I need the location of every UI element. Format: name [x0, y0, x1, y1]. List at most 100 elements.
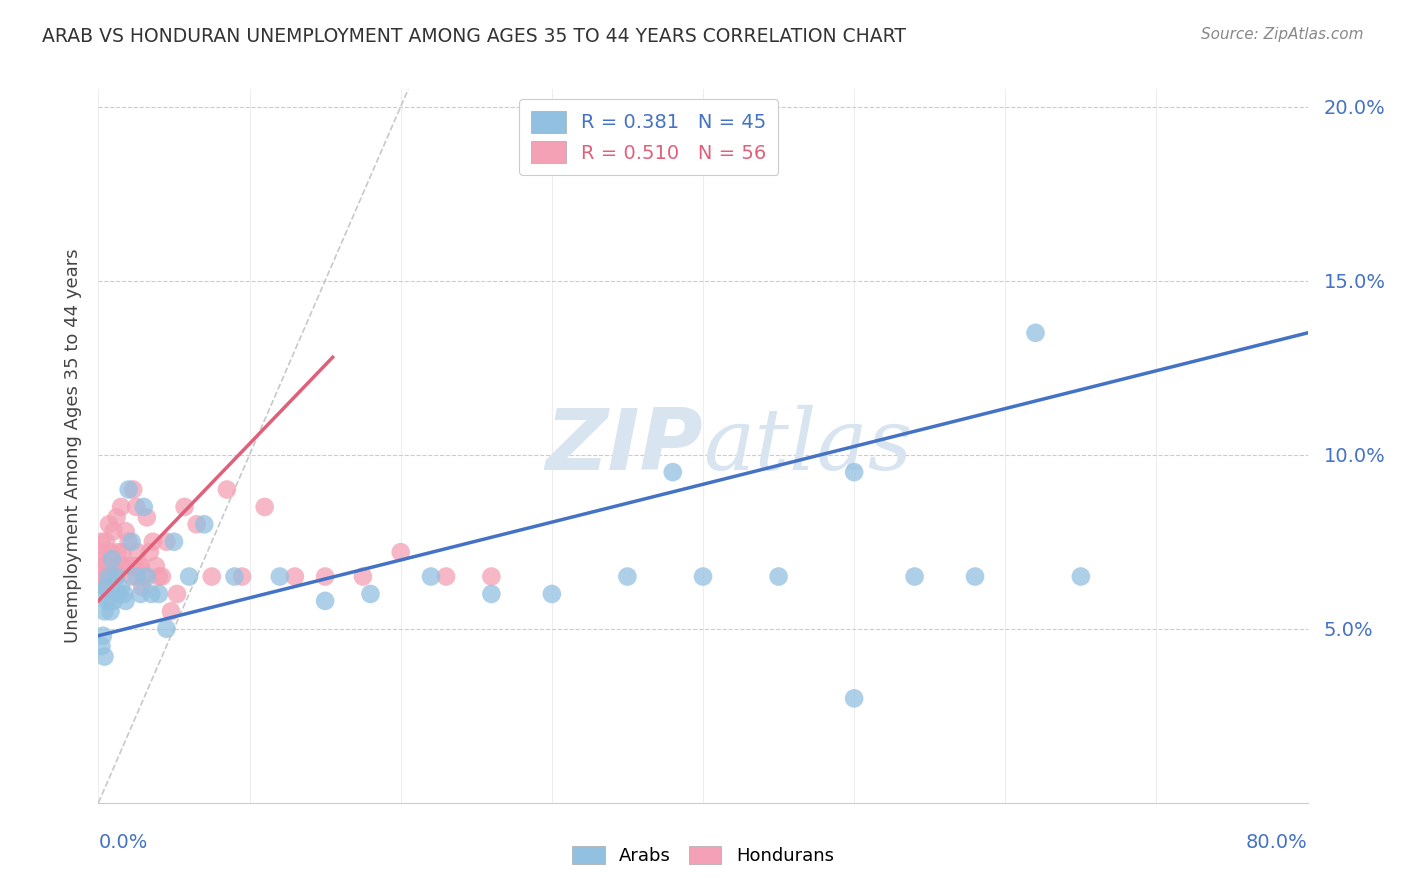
Point [145, 559, 167, 574]
Point [352, 569, 374, 583]
Y-axis label: Unemployment Among Ages 35 to 44 years: Unemployment Among Ages 35 to 44 years [63, 249, 82, 643]
Point [93, 649, 115, 664]
Point [166, 587, 188, 601]
Point [93, 580, 115, 594]
Point [107, 587, 129, 601]
Point [114, 594, 136, 608]
Point [1024, 326, 1046, 340]
Point [231, 569, 253, 583]
Point [90, 534, 112, 549]
Point [419, 569, 441, 583]
Text: 80.0%: 80.0% [1246, 833, 1308, 853]
Point [148, 587, 170, 601]
Point [284, 569, 307, 583]
Point [163, 534, 186, 549]
Point [481, 587, 503, 601]
Point [122, 483, 145, 497]
Point [177, 569, 201, 583]
Point [124, 559, 146, 574]
Text: 0.0%: 0.0% [98, 833, 148, 853]
Point [661, 465, 683, 479]
Point [135, 569, 157, 583]
Legend: Arabs, Hondurans: Arabs, Hondurans [565, 838, 841, 872]
Point [139, 545, 162, 559]
Point [141, 587, 163, 601]
Point [105, 510, 128, 524]
Point [127, 545, 149, 559]
Point [94, 569, 117, 583]
Point [112, 587, 135, 601]
Point [692, 569, 714, 583]
Point [540, 587, 562, 601]
Point [108, 559, 131, 574]
Point [96, 594, 118, 608]
Point [118, 534, 141, 549]
Point [115, 559, 138, 574]
Point [107, 545, 129, 559]
Point [90, 639, 112, 653]
Point [89, 559, 111, 574]
Point [844, 465, 866, 479]
Point [114, 524, 136, 539]
Point [768, 569, 790, 583]
Point [93, 559, 115, 574]
Point [93, 604, 115, 618]
Point [129, 559, 152, 574]
Point [125, 500, 148, 514]
Point [201, 569, 224, 583]
Point [142, 534, 165, 549]
Point [148, 569, 170, 583]
Point [90, 569, 112, 583]
Point [118, 483, 141, 497]
Point [132, 500, 155, 514]
Text: Source: ZipAtlas.com: Source: ZipAtlas.com [1201, 27, 1364, 42]
Point [121, 569, 143, 583]
Point [215, 483, 238, 497]
Point [132, 569, 155, 583]
Point [101, 552, 124, 566]
Point [103, 524, 125, 539]
Point [129, 587, 152, 601]
Point [186, 517, 208, 532]
Point [155, 534, 177, 549]
Point [844, 691, 866, 706]
Point [103, 594, 125, 608]
Point [94, 580, 117, 594]
Point [1070, 569, 1092, 583]
Text: ARAB VS HONDURAN UNEMPLOYMENT AMONG AGES 35 TO 44 YEARS CORRELATION CHART: ARAB VS HONDURAN UNEMPLOYMENT AMONG AGES… [42, 27, 907, 45]
Point [314, 594, 336, 608]
Point [120, 559, 142, 574]
Point [104, 569, 127, 583]
Point [96, 559, 118, 574]
Point [314, 569, 336, 583]
Point [96, 569, 118, 583]
Point [269, 569, 291, 583]
Point [135, 510, 157, 524]
Point [100, 604, 122, 618]
Point [389, 545, 412, 559]
Point [155, 622, 177, 636]
Point [616, 569, 638, 583]
Point [173, 500, 195, 514]
Point [131, 580, 153, 594]
Point [110, 500, 132, 514]
Point [101, 559, 124, 574]
Point [224, 569, 246, 583]
Point [105, 569, 128, 583]
Point [100, 545, 122, 559]
Point [128, 559, 150, 574]
Point [94, 534, 117, 549]
Point [98, 569, 121, 583]
Point [160, 604, 183, 618]
Text: ZIP: ZIP [546, 404, 703, 488]
Point [91, 552, 114, 566]
Point [965, 569, 987, 583]
Point [481, 569, 503, 583]
Point [111, 545, 134, 559]
Point [904, 569, 927, 583]
Text: atlas: atlas [703, 405, 912, 487]
Point [121, 534, 143, 549]
Point [91, 587, 114, 601]
Point [98, 517, 121, 532]
Point [125, 569, 148, 583]
